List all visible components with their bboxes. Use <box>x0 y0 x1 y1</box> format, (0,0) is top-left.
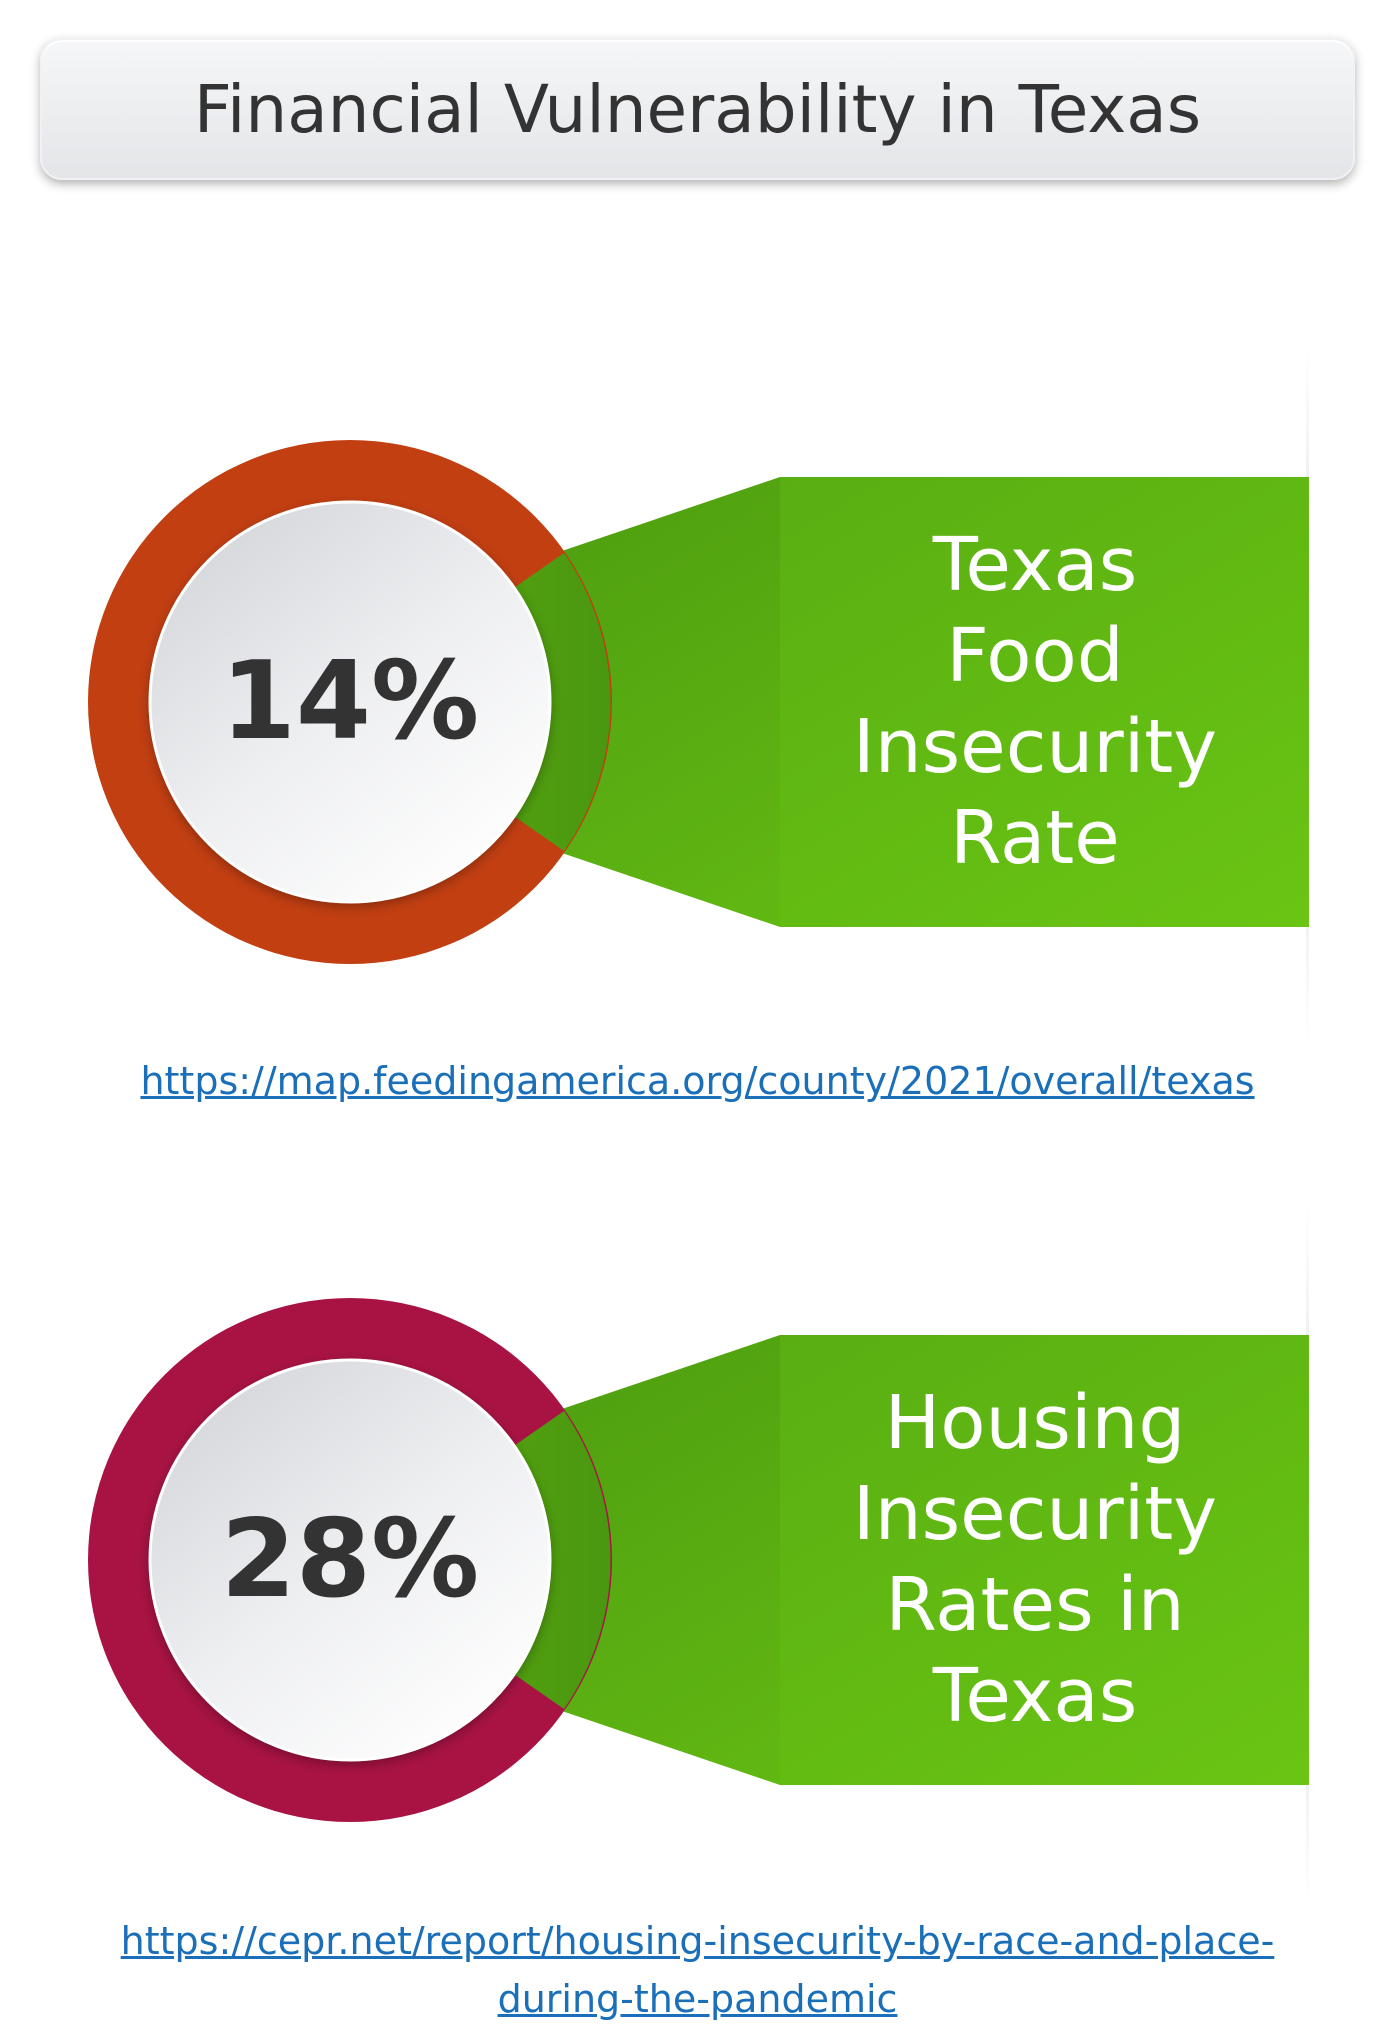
stat-label-line: Rates in <box>885 1562 1185 1648</box>
stat-graphic-food: 14% <box>88 440 1309 964</box>
stat-label-line: Texas <box>932 522 1138 608</box>
stat-label-line: Insecurity <box>852 1471 1218 1557</box>
source-link-text[interactable]: during-the-pandemic <box>497 1977 898 2021</box>
stat-label-line: Insecurity <box>852 704 1218 790</box>
stat-label-housing: Housing Insecurity Rates in Texas <box>780 1335 1290 1785</box>
green-band-panel <box>780 477 1309 927</box>
source-link-text[interactable]: https://map.feedingamerica.org/county/20… <box>140 1059 1255 1103</box>
value-disc <box>150 502 550 902</box>
green-band <box>556 1335 1309 1785</box>
stat-label-line: Housing <box>884 1380 1186 1466</box>
title-banner: Financial Vulnerability in Texas <box>40 38 1355 180</box>
stat-label-line: Texas <box>932 1653 1138 1739</box>
source-link-housing[interactable]: https://cepr.net/report/housing-insecuri… <box>0 1912 1395 2028</box>
source-link-food[interactable]: https://map.feedingamerica.org/county/20… <box>0 1052 1395 1110</box>
stat-label-food: Texas Food Insecurity Rate <box>780 477 1290 927</box>
stat-label-line: Food <box>946 613 1124 699</box>
stat-graphic-housing: 28% <box>88 1298 1309 1822</box>
stat-value: 14% <box>221 639 480 764</box>
value-disc <box>150 1360 550 1760</box>
source-link-text[interactable]: https://cepr.net/report/housing-insecuri… <box>120 1919 1275 1963</box>
page-title: Financial Vulnerability in Texas <box>193 70 1202 148</box>
green-band-panel <box>780 1335 1309 1785</box>
stat-label-line: Rate <box>950 795 1120 881</box>
green-band <box>556 477 1309 927</box>
stat-value: 28% <box>221 1497 480 1622</box>
